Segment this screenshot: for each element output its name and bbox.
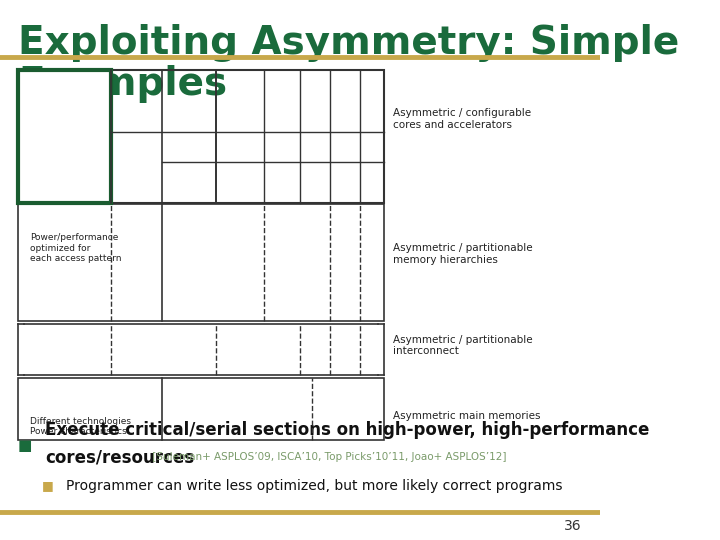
Bar xyxy=(216,70,384,202)
Text: Asymmetric / partitionable
interconnect: Asymmetric / partitionable interconnect xyxy=(393,335,533,356)
Text: ■: ■ xyxy=(42,480,54,492)
Text: Asymmetric main memories: Asymmetric main memories xyxy=(393,411,541,421)
Bar xyxy=(18,378,384,440)
Bar xyxy=(18,204,384,321)
Text: Exploiting Asymmetry: Simple: Exploiting Asymmetry: Simple xyxy=(18,24,679,62)
Text: Programmer can write less optimized, but more likely correct programs: Programmer can write less optimized, but… xyxy=(66,479,562,493)
Text: Power/performance
optimized for
each access pattern: Power/performance optimized for each acc… xyxy=(30,233,122,264)
Text: Asymmetric / partitionable
memory hierarchies: Asymmetric / partitionable memory hierar… xyxy=(393,243,533,265)
Text: Asymmetric / configurable
cores and accelerators: Asymmetric / configurable cores and acce… xyxy=(393,108,531,130)
Bar xyxy=(18,70,384,202)
Text: ■: ■ xyxy=(18,438,32,453)
Text: Examples: Examples xyxy=(18,65,227,103)
Text: 36: 36 xyxy=(564,519,582,534)
Text: [Suleman+ ASPLOS’09, ISCA’10, Top Picks’10’11, Joao+ ASPLOS’12]: [Suleman+ ASPLOS’09, ISCA’10, Top Picks’… xyxy=(149,453,506,462)
Text: cores/resources: cores/resources xyxy=(45,448,194,467)
Bar xyxy=(18,70,111,202)
Text: Execute critical/serial sections on high-power, high-performance: Execute critical/serial sections on high… xyxy=(45,421,649,440)
Text: High-power
High perf.: High-power High perf. xyxy=(30,98,82,118)
Text: Different technologies
Power characteristics: Different technologies Power characteris… xyxy=(30,417,131,436)
